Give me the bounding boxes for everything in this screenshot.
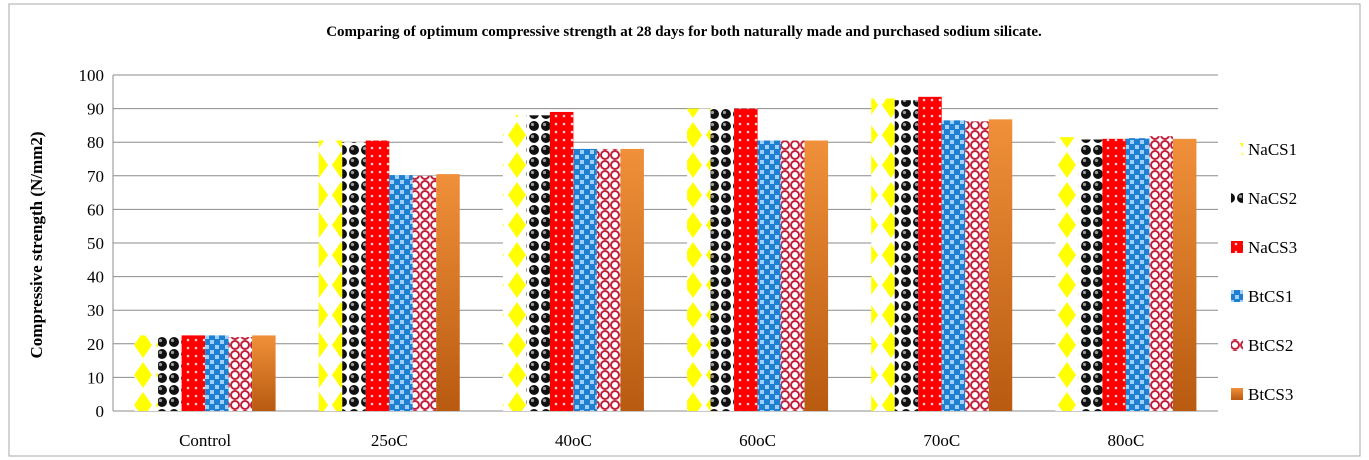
bar-btcs3-40oc xyxy=(620,148,644,412)
bar-btcs2-40oc xyxy=(596,148,621,412)
grid-lines xyxy=(112,74,1218,412)
legend-label-btcs2: BtCS2 xyxy=(1248,336,1293,355)
y-tick-labels: 0 10 20 30 40 50 60 70 80 90 100 xyxy=(79,66,105,421)
y-tick-label: 70 xyxy=(87,167,104,186)
bar-nacs1-25oc xyxy=(318,140,343,411)
legend-swatch-nacs2 xyxy=(1231,192,1243,204)
legend-swatch-btcs1 xyxy=(1231,290,1243,302)
bar-nacs3-70oc xyxy=(918,96,942,411)
bar-nacs1-80oc xyxy=(1055,137,1079,411)
legend-swatch-btcs3 xyxy=(1231,388,1243,400)
bar-btcs1-40oc xyxy=(573,148,597,412)
legend-label-nacs3: NaCS3 xyxy=(1248,238,1297,257)
bar-nacs1-70oc xyxy=(871,98,895,412)
bar-btcs2-25oc xyxy=(412,175,437,411)
legend-swatch-nacs3 xyxy=(1231,241,1243,253)
y-tick-label: 90 xyxy=(87,100,104,119)
bar-nacs3-control xyxy=(181,335,206,411)
bars xyxy=(134,96,1197,412)
x-tick-label: 25oC xyxy=(371,431,408,450)
x-tick-label: Control xyxy=(179,431,231,450)
bar-btcs1-60oc xyxy=(757,140,782,411)
bar-nacs1-40oc xyxy=(502,115,527,411)
bar-nacs2-80oc xyxy=(1078,139,1103,411)
bar-btcs1-80oc xyxy=(1125,138,1150,411)
bar-nacs3-80oc xyxy=(1102,138,1126,411)
bar-btcs3-70oc xyxy=(988,119,1013,412)
bar-nacs3-40oc xyxy=(549,111,574,412)
legend-swatch-btcs2 xyxy=(1231,339,1243,351)
y-tick-label: 0 xyxy=(96,402,105,421)
bar-btcs2-80oc xyxy=(1149,136,1173,412)
legend-label-nacs1: NaCS1 xyxy=(1248,140,1297,159)
y-tick-label: 80 xyxy=(87,133,104,152)
y-tick-label: 60 xyxy=(87,200,104,219)
legend-label-btcs3: BtCS3 xyxy=(1248,385,1293,404)
y-tick-label: 40 xyxy=(87,268,104,287)
bar-nacs1-60oc xyxy=(687,108,711,411)
legend-label-btcs1: BtCS1 xyxy=(1248,287,1293,306)
y-tick-label: 10 xyxy=(87,368,104,387)
chart-title: Comparing of optimum compressive strengt… xyxy=(326,24,1042,40)
bar-nacs3-60oc xyxy=(734,108,758,411)
legend: NaCS1 NaCS2 NaCS3 BtCS1 BtCS2 BtCS3 xyxy=(1231,140,1297,404)
y-tick-label: 20 xyxy=(87,335,104,354)
y-axis-label: Compressive strength (N/mm2) xyxy=(27,132,46,359)
x-tick-label: 60oC xyxy=(739,431,776,450)
legend-label-nacs2: NaCS2 xyxy=(1248,189,1297,208)
bar-nacs2-60oc xyxy=(710,106,735,412)
bar-btcs1-control xyxy=(205,335,229,411)
bar-btcs2-60oc xyxy=(781,140,805,411)
bar-nacs2-25oc xyxy=(342,142,366,411)
x-tick-label: 40oC xyxy=(555,431,592,450)
bar-btcs3-60oc xyxy=(804,140,829,411)
bar-nacs2-70oc xyxy=(894,100,919,411)
x-tick-label: 70oC xyxy=(923,431,960,450)
x-tick-label: 80oC xyxy=(1107,431,1144,450)
bar-nacs2-control xyxy=(158,337,182,411)
y-tick-label: 50 xyxy=(87,234,104,253)
x-tick-labels: Control 25oC 40oC 60oC 70oC 80oC xyxy=(179,431,1144,450)
bar-nacs1-control xyxy=(134,335,159,411)
y-tick-label: 30 xyxy=(87,301,104,320)
legend-swatch-nacs1 xyxy=(1231,143,1243,155)
bar-btcs1-70oc xyxy=(941,120,966,412)
bar-btcs2-control xyxy=(228,337,253,411)
bar-btcs3-control xyxy=(252,335,276,411)
y-tick-label: 100 xyxy=(79,66,105,85)
bar-nacs2-40oc xyxy=(526,115,550,411)
bar-btcs1-25oc xyxy=(389,175,413,411)
bar-btcs3-25oc xyxy=(436,174,460,411)
bar-nacs3-25oc xyxy=(365,140,390,411)
bar-btcs2-70oc xyxy=(965,121,989,412)
bar-btcs3-80oc xyxy=(1172,138,1197,411)
